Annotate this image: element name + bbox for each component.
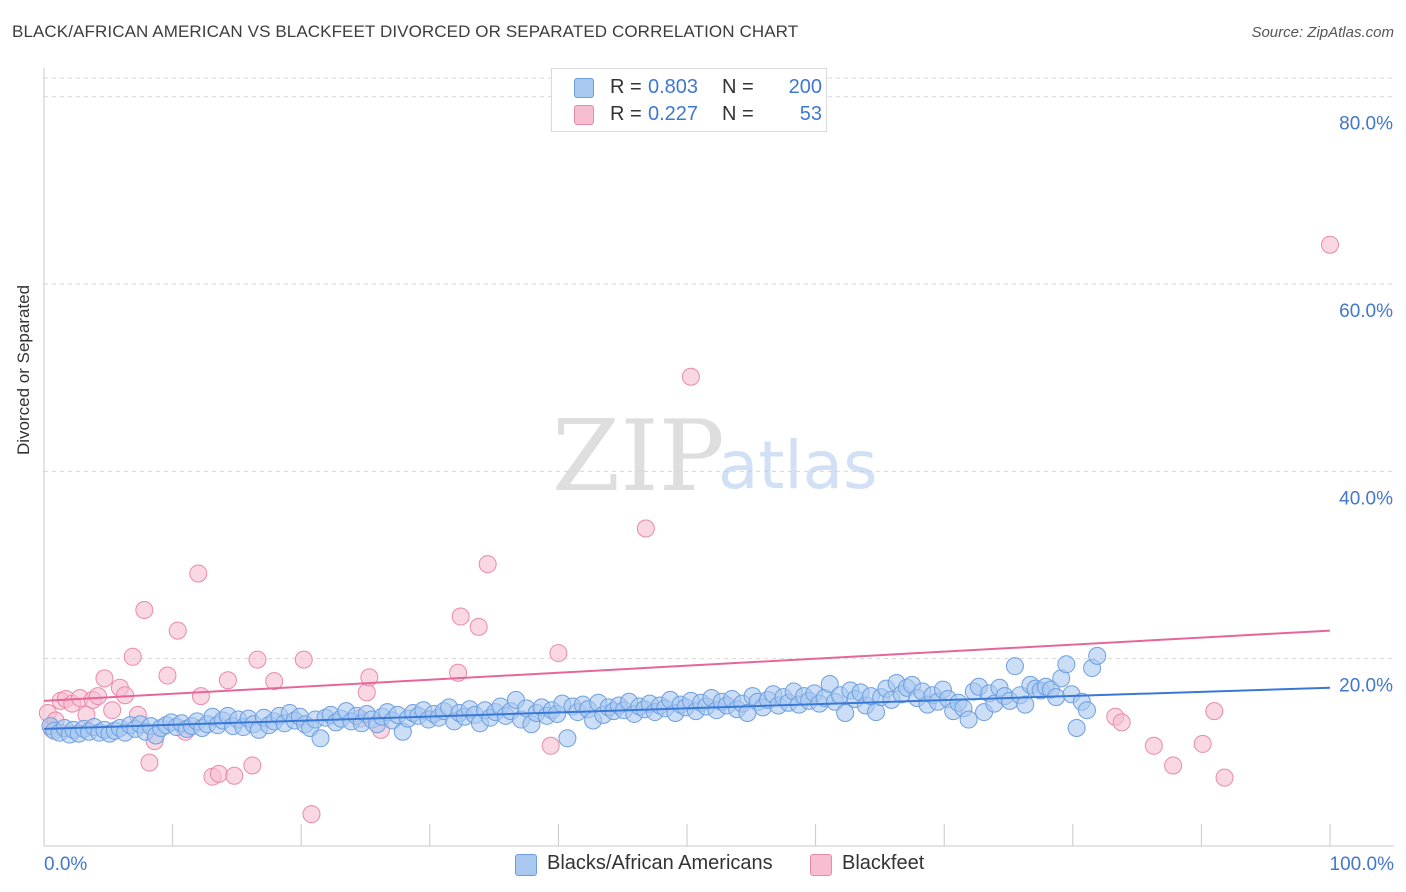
blackfeet-point [158,666,177,685]
black-african-american-points [41,646,1107,748]
blackfeet-point [1215,768,1234,787]
y-tick-label: 40.0% [1339,488,1393,509]
r-value: 0.803 [648,76,699,98]
grid [44,77,1394,660]
y-tick-label: 80.0% [1339,114,1393,135]
source-label: Source: ZipAtlas.com [1251,24,1394,41]
blackfeet-point [265,672,284,691]
y-tick-label: 20.0% [1339,676,1393,697]
blackfeet-point [225,766,244,785]
legend-item-blacks[interactable]: Blacks/African Americans [515,850,785,876]
chart-title: BLACK/AFRICAN AMERICAN VS BLACKFEET DIVO… [12,22,799,41]
blackfeet-point [1205,702,1224,721]
legend-swatch-pink [574,105,594,125]
blackfeet-point [191,687,210,706]
legend-label: Blackfeet [842,852,925,874]
blackfeet-point [89,687,108,706]
blackfeet-point [135,600,154,619]
blackfeet-point [103,701,122,720]
blackfeet-point [541,736,560,755]
blackfeet-point [189,564,208,583]
blackfeet-point [681,367,700,386]
blackfeet-point [1164,756,1183,775]
stats-legend: R = 0.803 N = 200 R = 0.227 N = 53 [551,68,827,132]
black-african-american-point [1057,655,1076,674]
black-african-american-point [1077,701,1096,720]
black-african-american-point [1016,695,1035,714]
x-tick-label-max: 100.0% [1330,854,1395,875]
blackfeet-point [168,621,187,640]
watermark-atlas: atlas [718,427,878,504]
axes [43,68,1394,847]
blackfeet-point [218,671,237,690]
legend-label: Blacks/African Americans [547,852,773,874]
black-african-american-point [836,704,855,723]
legend-item-blackfeet[interactable]: Blackfeet [810,850,950,876]
black-african-american-point [1005,657,1024,676]
n-label: N = [722,103,754,125]
x-tick-label-min: 0.0% [44,854,87,875]
r-value: 0.227 [648,103,699,125]
legend-swatch-pink [810,854,832,876]
black-african-american-point [1088,646,1107,665]
blackfeet-trend-line [43,629,1331,702]
x-tick-labels: 0.0% 100.0% [44,854,1394,875]
y-tick-labels: 20.0% 40.0% 60.0% 80.0% [1339,114,1393,697]
black-african-american-point [558,729,577,748]
trend-lines [43,629,1331,730]
y-axis-title-wrap: Divorced or Separated [14,285,34,455]
black-african-american-point [867,703,886,722]
blackfeet-point [209,764,228,783]
blackfeet-point [248,650,267,669]
blackfeet-point [469,617,488,636]
blackfeet-point [243,756,262,775]
r-label: R = [610,103,642,125]
y-tick-label: 60.0% [1339,301,1393,322]
black-african-american-point [959,710,978,729]
blackfeet-point [1112,713,1131,732]
blackfeet-point [360,668,379,687]
blackfeet-point [302,805,321,824]
legend-swatch-blue [574,78,594,98]
blackfeet-point [140,753,159,772]
n-value: 200 [788,76,822,98]
legend-swatch-blue [515,854,537,876]
blackfeet-point [478,555,497,574]
watermark: ZIP atlas [552,400,878,514]
blackfeet-point [1193,734,1212,753]
black-african-american-point [311,729,330,748]
r-label: R = [610,76,642,98]
black-african-american-point [1067,718,1086,737]
blackfeet-point [636,519,655,538]
blackfeet-point [357,683,376,702]
blackfeet-point [95,669,114,688]
watermark-zip: ZIP [552,400,725,514]
n-value: 53 [799,103,822,125]
blackfeet-point [1321,235,1339,254]
blackfeet-point [123,647,142,666]
y-axis-title: Divorced or Separated [14,284,33,455]
blackfeet-point [1144,736,1163,755]
black-african-american-point [820,674,839,693]
blackfeet-point [294,650,313,669]
black-african-american-trend-line [43,686,1331,730]
n-label: N = [722,76,754,98]
blackfeet-point [451,607,470,626]
blackfeet-point [549,644,568,663]
